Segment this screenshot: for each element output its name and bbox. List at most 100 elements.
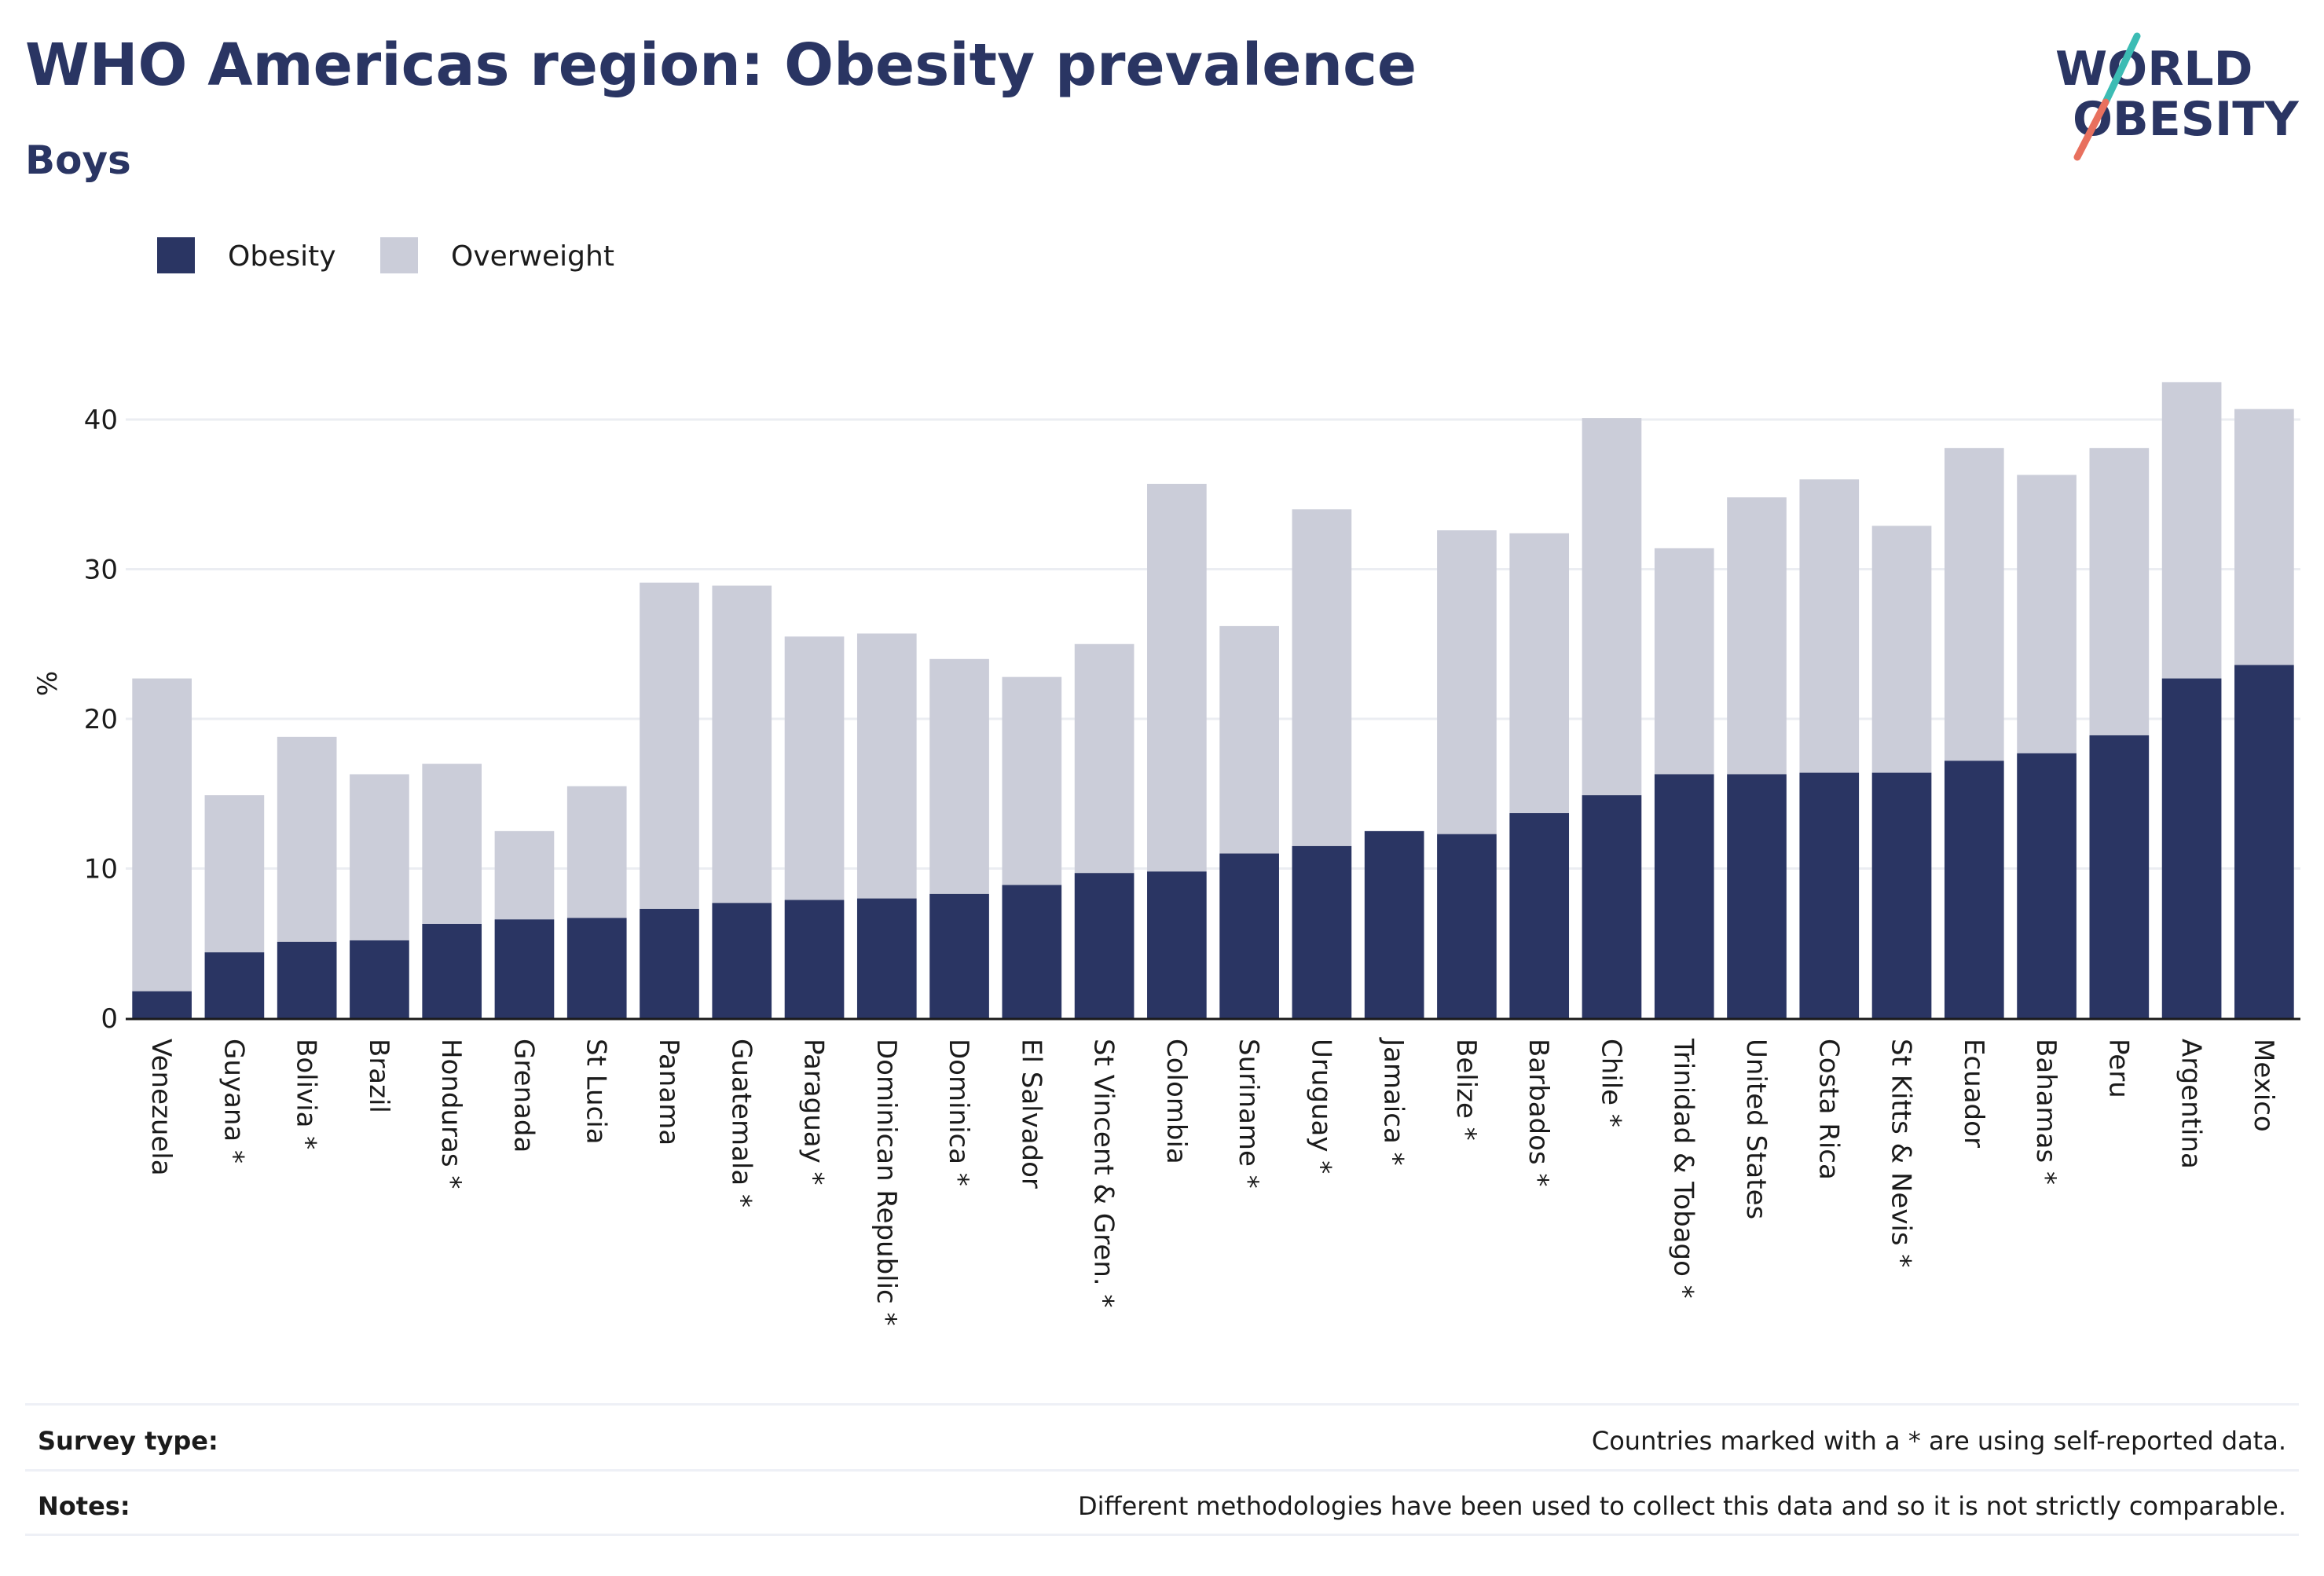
x-tick-label: Bahamas *	[2030, 1039, 2062, 1185]
x-tick-label: Jamaica *	[1378, 1037, 1409, 1166]
x-tick-label: El Salvador	[1015, 1039, 1047, 1189]
bar-obesity	[1437, 834, 1497, 1018]
legend: Obesity Overweight	[157, 237, 614, 273]
y-axis: 0 10 20 30 40%	[32, 405, 118, 1035]
bar-overweight	[1509, 533, 1570, 814]
bar-obesity	[422, 923, 482, 1018]
bar-obesity	[1509, 813, 1570, 1018]
bar-obesity	[494, 919, 555, 1018]
footer-divider	[25, 1469, 2299, 1472]
svg-text:OBESITY: OBESITY	[2073, 92, 2300, 147]
bar-overweight	[1944, 448, 2004, 761]
bar-overweight	[712, 585, 772, 903]
bar-overweight	[277, 736, 337, 942]
legend-label: Obesity	[228, 240, 336, 273]
x-tick-label: Dominica *	[943, 1039, 974, 1186]
x-tick-label: Bolivia *	[291, 1039, 322, 1149]
bar-obesity	[856, 898, 917, 1018]
x-tick-label: Barbados *	[1523, 1039, 1554, 1186]
bar-overweight	[1727, 497, 1787, 775]
bar-obesity	[1944, 761, 2004, 1018]
bar-overweight	[2161, 382, 2222, 679]
bar-obesity	[277, 941, 337, 1018]
x-tick-label: Belize *	[1450, 1039, 1482, 1141]
bar-obesity	[1147, 871, 1207, 1018]
x-tick-label: Suriname *	[1233, 1039, 1264, 1189]
bar-overweight	[784, 636, 845, 900]
legend-swatch	[380, 237, 418, 273]
x-tick-label: Uruguay *	[1305, 1039, 1336, 1174]
x-tick-label: Panama	[653, 1039, 684, 1145]
bar-obesity	[1364, 830, 1424, 1018]
y-tick-label: 40	[84, 405, 118, 436]
bar-obesity	[1292, 845, 1352, 1018]
bar-obesity	[1219, 853, 1279, 1018]
bar-obesity	[2234, 665, 2294, 1018]
x-tick-label: Guyana *	[218, 1039, 249, 1164]
stacked-bar-chart: Obesity Overweight 0 10 20 30 40% Venezuela Gu…	[32, 237, 2300, 1326]
x-tick-label: Trinidad & Tobago *	[1668, 1038, 1699, 1299]
bars	[132, 382, 2294, 1018]
x-tick-label: Grenada	[508, 1039, 539, 1153]
bar-overweight	[566, 786, 627, 918]
bar-overweight	[494, 830, 555, 920]
x-tick-label: Colombia	[1160, 1039, 1192, 1164]
bar-overweight	[1871, 526, 1932, 773]
notes-label: Notes:	[38, 1491, 130, 1521]
bar-obesity	[1582, 795, 1642, 1018]
y-tick-label: 10	[84, 854, 118, 885]
y-tick-label: 30	[84, 555, 118, 586]
bar-overweight	[2017, 475, 2077, 753]
x-tick-label: Paraguay *	[798, 1039, 830, 1186]
bar-obesity	[1871, 772, 1932, 1018]
survey-type-label: Survey type:	[38, 1426, 218, 1456]
bar-obesity	[712, 903, 772, 1018]
bar-obesity	[132, 991, 192, 1018]
x-tick-label: Guatemala *	[725, 1039, 757, 1208]
legend-item-overweight: Overweight	[380, 237, 614, 273]
world-obesity-logo: WORLD OBESITY	[2055, 32, 2300, 161]
bar-overweight	[1582, 418, 1642, 796]
bar-obesity	[640, 908, 699, 1018]
bar-obesity	[784, 900, 845, 1018]
footer-divider	[25, 1403, 2299, 1406]
bar-obesity	[350, 940, 409, 1018]
x-tick-label: United States	[1740, 1039, 1772, 1219]
x-tick-label: Chile *	[1595, 1039, 1626, 1127]
x-tick-label: Peru	[2102, 1039, 2134, 1098]
bar-obesity	[929, 893, 989, 1018]
footer-divider	[25, 1534, 2299, 1536]
bar-obesity	[2017, 753, 2077, 1018]
bar-obesity	[1002, 885, 1062, 1018]
notes-text: Different methodologies have been used t…	[1078, 1491, 2286, 1521]
bar-overweight	[1437, 530, 1497, 834]
chart-subtitle: Boys	[25, 137, 131, 183]
bar-overweight	[1219, 625, 1279, 854]
y-axis-label: %	[32, 671, 64, 696]
x-tick-label: Argentina	[2176, 1039, 2207, 1169]
y-tick-label: 20	[84, 704, 118, 735]
bar-overweight	[350, 774, 409, 940]
x-tick-label: Costa Rica	[1813, 1039, 1844, 1180]
x-axis: Venezuela Guyana * Bolivia * Brazil Honduras…	[126, 1017, 2300, 1326]
survey-type-text: Countries marked with a * are using self…	[1591, 1426, 2286, 1456]
bar-obesity	[1727, 774, 1787, 1018]
x-tick-label: St Kitts & Nevis *	[1886, 1039, 1917, 1267]
bar-overweight	[929, 658, 989, 894]
legend-swatch	[157, 237, 195, 273]
legend-label: Overweight	[451, 240, 614, 273]
bar-obesity	[1799, 772, 1860, 1018]
bar-overweight	[1654, 548, 1714, 775]
bar-overweight	[640, 582, 699, 909]
x-tick-label: Venezuela	[145, 1039, 177, 1176]
x-tick-label: Mexico	[2248, 1039, 2279, 1132]
bar-obesity	[1654, 774, 1714, 1018]
bar-overweight	[1292, 509, 1352, 846]
bar-obesity	[204, 952, 265, 1018]
bar-overweight	[1002, 676, 1062, 885]
bar-overweight	[132, 678, 192, 991]
bar-overweight	[1147, 483, 1207, 872]
bar-overweight	[1799, 479, 1860, 773]
x-tick-label: Dominican Republic *	[871, 1039, 902, 1326]
bar-overweight	[422, 764, 482, 924]
